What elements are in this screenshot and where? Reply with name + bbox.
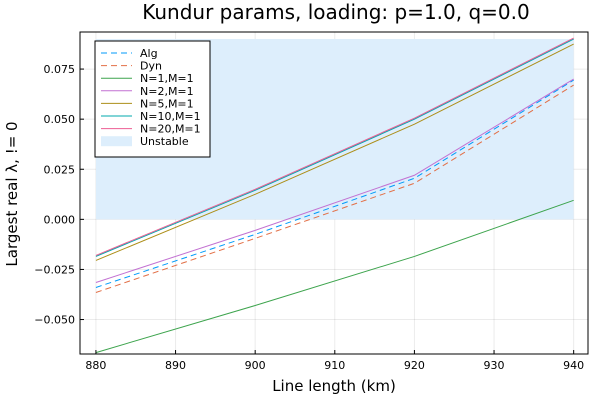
y-tick-label: −0.050 [34, 314, 75, 327]
tick-layer: 880 890 900 910 920 930 940 −0.050 −0.025 0.000 0.… [34, 63, 584, 372]
x-tick-label: 890 [165, 359, 186, 372]
y-tick-label: 0.050 [44, 113, 76, 126]
series-line [95, 84, 574, 293]
legend-label: N=20,M=1 [140, 123, 201, 136]
series-line [95, 199, 574, 354]
x-tick-label: 930 [484, 359, 505, 372]
series-line [95, 43, 574, 261]
series-line [95, 79, 574, 288]
legend-label: N=10,M=1 [140, 110, 201, 123]
legend-label: Alg [140, 47, 158, 60]
y-tick-label: −0.025 [34, 263, 75, 276]
legend-label: N=2,M=1 [140, 85, 194, 98]
chart-title: Kundur params, loading: p=1.0, q=0.0 [142, 0, 529, 24]
y-axis-label: Largest real λ, != 0 [3, 121, 21, 266]
x-axis-label: Line length (km) [272, 377, 396, 395]
plot-frame [79, 31, 589, 355]
y-tick-label: 0.000 [44, 213, 76, 226]
x-tick-label: 940 [563, 359, 584, 372]
x-tick-label: 880 [85, 359, 106, 372]
x-tick-label: 910 [324, 359, 345, 372]
legend-label: N=1,M=1 [140, 72, 194, 85]
legend-label: Dyn [140, 60, 162, 73]
legend-label: Unstable [140, 135, 189, 148]
series-line [95, 37, 574, 256]
series-line [95, 78, 574, 283]
legend: AlgDynN=1,M=1N=2,M=1N=5,M=1N=10,M=1N=20,… [94, 40, 211, 158]
x-tick-label: 900 [245, 359, 266, 372]
series-line [95, 38, 574, 257]
series-layer [95, 37, 574, 354]
y-tick-label: 0.025 [44, 163, 76, 176]
y-tick-label: 0.075 [44, 63, 76, 76]
x-tick-label: 920 [404, 359, 425, 372]
legend-swatch [101, 136, 132, 147]
legend-label: N=5,M=1 [140, 97, 194, 110]
